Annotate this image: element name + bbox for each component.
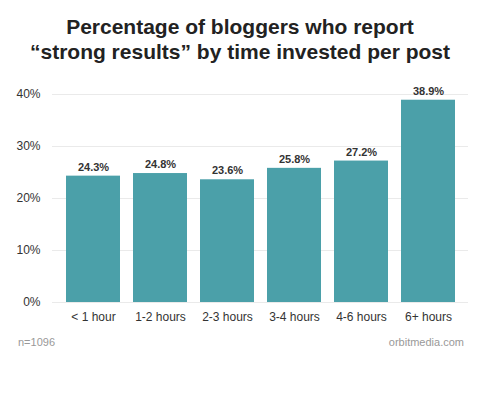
svg-text:3-4 hours: 3-4 hours xyxy=(269,310,320,324)
svg-text:23.6%: 23.6% xyxy=(212,164,243,176)
html-text:orbitmedia.com: orbitmedia.com xyxy=(388,336,464,348)
svg-text:4-6 hours: 4-6 hours xyxy=(336,310,387,324)
svg-text:6+ hours: 6+ hours xyxy=(405,310,452,324)
svg-text:2-3 hours: 2-3 hours xyxy=(202,310,253,324)
svg-text:10%: 10% xyxy=(16,243,40,257)
svg-text:1-2 hours: 1-2 hours xyxy=(135,310,186,324)
svg-text:24.3%: 24.3% xyxy=(78,161,109,173)
html-text:Percentage of bloggers who rep: Percentage of bloggers who report “stron… xyxy=(30,15,450,63)
html-text:n=1096: n=1096 xyxy=(18,336,55,348)
svg-text:0%: 0% xyxy=(23,295,41,309)
svg-text:25.8%: 25.8% xyxy=(279,153,310,165)
svg-text:30%: 30% xyxy=(16,139,40,153)
svg-text:38.9%: 38.9% xyxy=(413,85,444,97)
svg-text:27.2%: 27.2% xyxy=(346,146,377,158)
svg-text:24.8%: 24.8% xyxy=(145,158,176,170)
svg-text:40%: 40% xyxy=(16,87,40,101)
svg-text:< 1 hour: < 1 hour xyxy=(71,310,115,324)
svg-text:20%: 20% xyxy=(16,191,40,205)
